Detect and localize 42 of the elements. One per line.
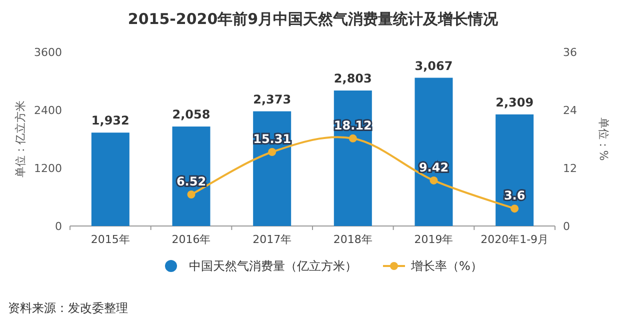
- y2-tick-label: 24: [563, 104, 577, 117]
- bar: [414, 78, 453, 226]
- y-tick-label: 0: [55, 220, 62, 233]
- legend-label: 中国天然气消费量（亿立方米）: [189, 259, 357, 273]
- data-label: 15.31: [253, 132, 292, 146]
- bar: [334, 90, 372, 226]
- data-label: 2,309: [496, 95, 534, 110]
- x-tick-label: 2020年1-9月: [480, 233, 549, 246]
- bar: [496, 114, 534, 226]
- x-tick-label: 2016年: [172, 233, 211, 246]
- x-tick-label: 2018年: [333, 233, 372, 246]
- text: 资料来源：发改委整理: [8, 301, 128, 315]
- point: [187, 190, 196, 198]
- chart-title: 2015-2020年前9月中国天然气消费量统计及增长情况: [128, 10, 500, 28]
- data-label: 2,803: [334, 72, 372, 86]
- data-label: 18.12: [334, 118, 372, 132]
- y-axis-title: 单位：亿立方米: [14, 100, 27, 178]
- bar: [91, 132, 130, 226]
- y-tick-label: 2400: [34, 104, 62, 117]
- y-tick-label: 3600: [34, 46, 62, 59]
- x-tick-label: 2017年: [252, 233, 292, 246]
- y-tick-label: 1200: [34, 162, 62, 175]
- bar: [172, 126, 210, 226]
- data-label: 2,373: [253, 92, 292, 106]
- point: [268, 148, 276, 156]
- point: [348, 134, 357, 142]
- x-tick-label: 2019年: [414, 233, 454, 246]
- data-label: 9.42: [418, 160, 449, 174]
- legend-label: 增长率（%）: [410, 259, 482, 273]
- point: [510, 204, 519, 213]
- data-label: 3,067: [414, 58, 453, 73]
- y2-tick-label: 12: [563, 162, 577, 175]
- y2-tick-label: 36: [563, 46, 577, 59]
- x-tick-label: 2015年: [90, 233, 130, 246]
- point: [430, 176, 438, 184]
- data-label: 1,932: [91, 114, 130, 128]
- data-label: 2,058: [172, 108, 210, 122]
- y2-axis-title: 单位：%: [597, 117, 610, 161]
- data-label: 3.6: [504, 188, 526, 203]
- y2-tick-label: 0: [563, 220, 570, 233]
- data-label: 6.52: [176, 174, 206, 188]
- bar: [253, 111, 292, 226]
